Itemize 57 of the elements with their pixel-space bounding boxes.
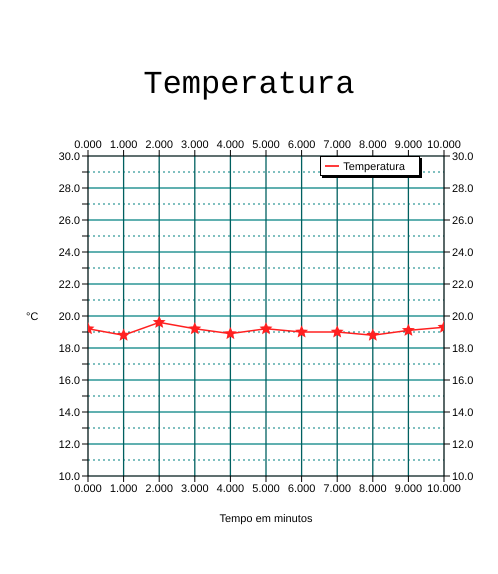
y-tick-label: 12.0 xyxy=(58,438,80,451)
x2-tick-label: 2.000 xyxy=(145,482,173,495)
y2-tick-label: 30.0 xyxy=(452,150,474,163)
x2-tick-label: 7.000 xyxy=(323,482,351,495)
y-tick-label: 24.0 xyxy=(58,246,80,259)
y2-tick-label: 16.0 xyxy=(452,374,474,387)
x2-tick-label: 3.000 xyxy=(181,482,209,495)
point xyxy=(331,326,343,337)
y2-tick-label: 10.0 xyxy=(452,470,474,483)
x2-tick-label: 5.000 xyxy=(252,482,280,495)
y-tick-label: 20.0 xyxy=(58,310,80,323)
x-tick-label: 5.000 xyxy=(252,139,280,151)
x2-tick-label: 0.000 xyxy=(74,482,102,495)
y-tick-label: 28.0 xyxy=(58,182,80,195)
x-tick-label: 3.000 xyxy=(181,139,209,151)
x-tick-label: 6.000 xyxy=(288,139,316,151)
point xyxy=(118,329,130,340)
y-tick-label: 10.0 xyxy=(58,470,80,483)
point xyxy=(296,326,308,337)
x2-tick-label: 8.000 xyxy=(359,482,387,495)
y2-tick-label: 28.0 xyxy=(452,182,474,195)
point xyxy=(189,322,201,334)
y2-tick-label: 18.0 xyxy=(452,342,474,355)
point xyxy=(367,329,379,340)
x-tick-label: 0.000 xyxy=(74,139,102,151)
y-tick-label: 22.0 xyxy=(58,278,80,291)
y-tick-label: 16.0 xyxy=(58,374,80,387)
y-axis-title: °C xyxy=(26,310,38,323)
point xyxy=(153,316,165,328)
y-tick-label: 30.0 xyxy=(58,150,80,163)
x2-tick-label: 4.000 xyxy=(216,482,244,495)
x-tick-label: 4.000 xyxy=(216,139,244,151)
point xyxy=(402,324,414,336)
x2-tick-label: 6.000 xyxy=(288,482,316,495)
x-tick-label: 9.000 xyxy=(394,139,422,151)
point xyxy=(260,322,272,334)
y-tick-label: 18.0 xyxy=(58,342,80,355)
y2-tick-label: 22.0 xyxy=(452,278,474,291)
y-tick-label: 14.0 xyxy=(58,406,80,419)
x-tick-label: 10.000 xyxy=(427,139,461,151)
y2-tick-label: 26.0 xyxy=(452,214,474,227)
x2-tick-label: 10.000 xyxy=(427,482,461,495)
x-axis-title: Tempo em minutos xyxy=(220,513,313,525)
x2-tick-label: 1.000 xyxy=(110,482,138,495)
x-tick-label: 1.000 xyxy=(110,139,138,151)
point xyxy=(224,328,236,339)
y-tick-label: 26.0 xyxy=(58,214,80,227)
x-tick-label: 7.000 xyxy=(323,139,351,151)
y2-tick-label: 20.0 xyxy=(452,310,474,323)
x-tick-label: 8.000 xyxy=(359,139,387,151)
y2-tick-label: 14.0 xyxy=(452,406,474,419)
x-tick-label: 2.000 xyxy=(145,139,173,151)
legend-label: Temperatura xyxy=(343,161,405,173)
chart-title: Temperatura xyxy=(142,66,356,105)
y2-tick-label: 24.0 xyxy=(452,246,474,259)
y2-tick-label: 12.0 xyxy=(452,438,474,451)
x2-tick-label: 9.000 xyxy=(394,482,422,495)
